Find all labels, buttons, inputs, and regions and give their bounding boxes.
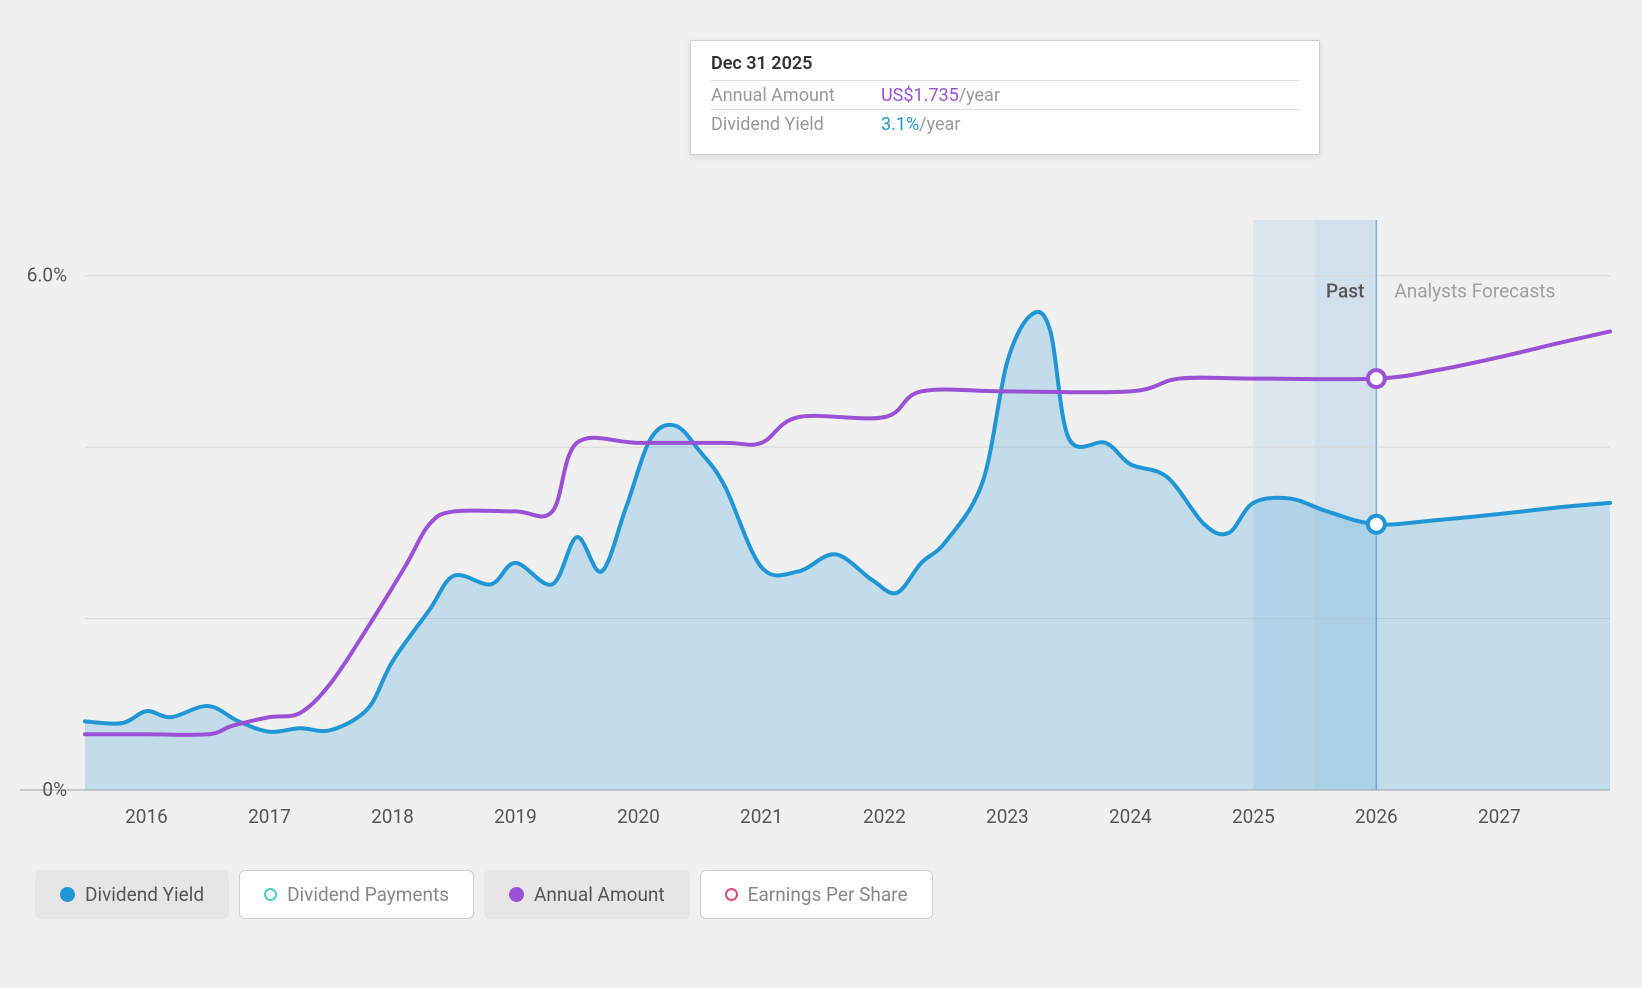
tooltip-row-label: Annual Amount [711,85,881,106]
legend-item-annual-amount[interactable]: Annual Amount [484,870,690,919]
legend-item-dividend-payments[interactable]: Dividend Payments [239,870,474,919]
tooltip-row-unit: /year [959,85,1000,106]
svg-text:2023: 2023 [986,805,1029,828]
svg-text:2025: 2025 [1232,805,1275,828]
tooltip-row-unit: /year [919,114,960,135]
svg-text:2024: 2024 [1109,805,1152,828]
legend-label: Earnings Per Share [748,883,908,906]
legend-label: Dividend Yield [85,883,204,906]
svg-text:2020: 2020 [617,805,660,828]
svg-text:2019: 2019 [494,805,537,828]
legend-marker [264,888,277,901]
svg-text:2022: 2022 [863,805,906,828]
tooltip-date: Dec 31 2025 [711,53,1299,74]
svg-text:Analysts Forecasts: Analysts Forecasts [1394,280,1555,303]
tooltip-row-value: 3.1% [881,114,919,135]
tooltip-row-value: US$1.735 [881,85,959,106]
legend-marker [509,887,524,902]
legend-item-dividend-yield[interactable]: Dividend Yield [35,870,229,919]
dividend-chart: Past Analysts Forecasts 0% 6.0% 2016 2017 2018… [0,0,1642,988]
legend-marker [60,887,75,902]
legend-marker [725,888,738,901]
svg-text:6.0%: 6.0% [27,264,67,287]
legend-label: Annual Amount [534,883,665,906]
svg-text:Past: Past [1326,280,1364,303]
tooltip-row: Annual Amount US$1.735/year [711,80,1299,109]
legend-label: Dividend Payments [287,883,449,906]
chart-legend: Dividend Yield Dividend Payments Annual … [35,870,933,919]
svg-text:2027: 2027 [1478,805,1521,828]
svg-text:2026: 2026 [1355,805,1398,828]
svg-text:2017: 2017 [248,805,291,828]
svg-text:0%: 0% [42,778,67,801]
svg-text:2021: 2021 [740,805,783,828]
chart-tooltip: Dec 31 2025 Annual Amount US$1.735/year … [690,40,1320,155]
legend-item-earnings-per-share[interactable]: Earnings Per Share [700,870,933,919]
tooltip-row: Dividend Yield 3.1%/year [711,109,1299,138]
svg-text:2016: 2016 [125,805,168,828]
tooltip-row-label: Dividend Yield [711,114,881,135]
svg-text:2018: 2018 [371,805,414,828]
